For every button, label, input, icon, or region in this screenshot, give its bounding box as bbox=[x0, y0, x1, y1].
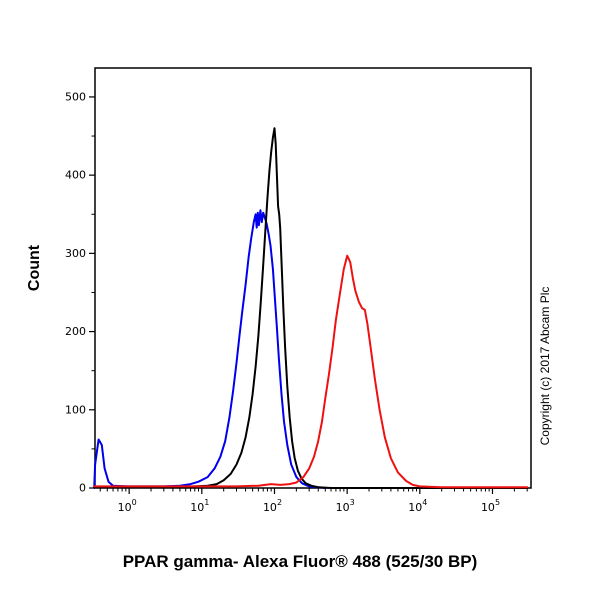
plot-border bbox=[94, 67, 532, 489]
y-tick-label: 100 bbox=[65, 403, 86, 416]
ppar-gamma-red-curve bbox=[93, 254, 529, 489]
y-tick-label: 300 bbox=[65, 247, 86, 260]
y-axis-label: Count bbox=[26, 244, 43, 292]
x-tick-label: 104 bbox=[408, 498, 427, 514]
y-tick-label: 400 bbox=[65, 169, 86, 182]
x-tick-label: 102 bbox=[263, 498, 282, 514]
x-tick-label: 103 bbox=[336, 498, 355, 514]
unlabelled-control-blue-curve bbox=[93, 209, 327, 489]
y-tick-label: 0 bbox=[79, 482, 86, 495]
secondary-only-black-curve bbox=[93, 127, 529, 489]
x-axis-title: PPAR gamma- Alexa Fluor® 488 (525/30 BP) bbox=[122, 552, 478, 571]
x-tick-label: 105 bbox=[481, 498, 500, 514]
y-tick-label: 200 bbox=[65, 325, 86, 338]
x-tick-label: 101 bbox=[190, 498, 209, 514]
copyright-text: Copyright (c) 2017 Abcam Plc bbox=[538, 286, 552, 446]
y-tick-label: 500 bbox=[65, 90, 86, 103]
x-tick-label: 100 bbox=[118, 498, 137, 514]
